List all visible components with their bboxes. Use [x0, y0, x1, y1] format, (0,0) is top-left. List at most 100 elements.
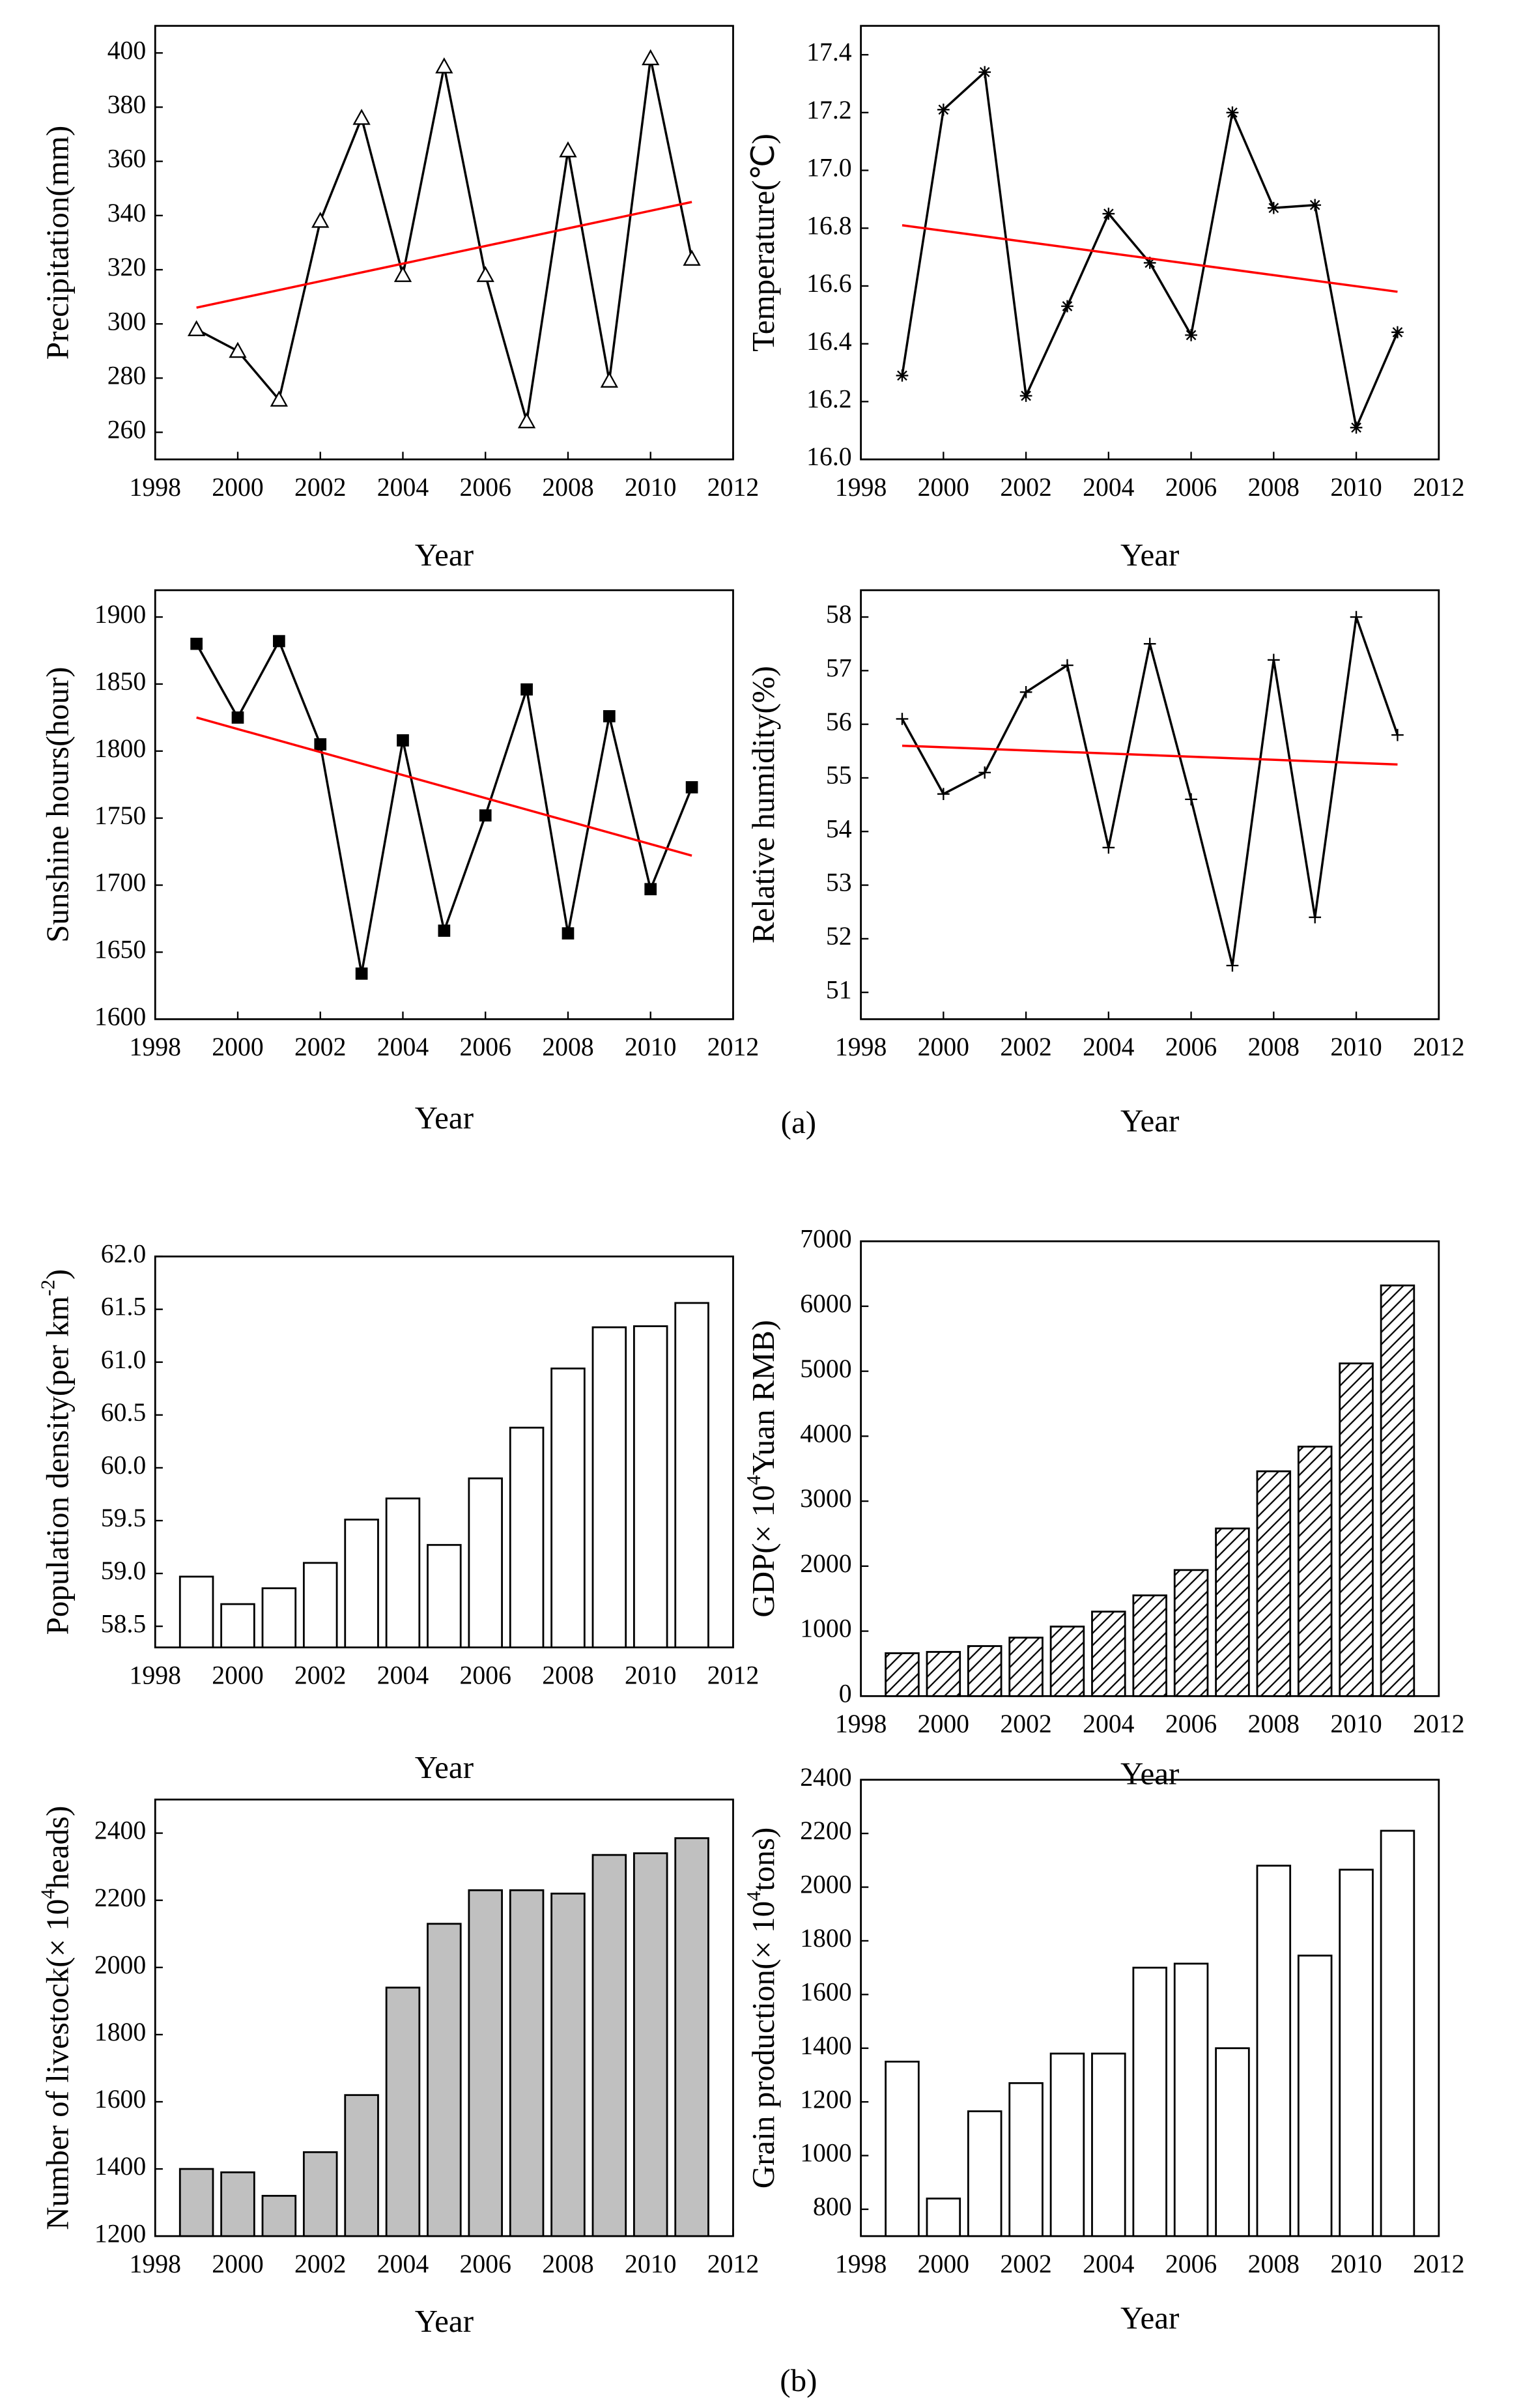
- y-tick-label: 380: [107, 91, 147, 119]
- marker: [273, 635, 285, 648]
- bar: [385, 1497, 421, 1648]
- y-axis-label-part: ): [40, 1269, 76, 1280]
- data-line: [901, 616, 1399, 966]
- y-axis-label: Precipitation(mm): [40, 126, 76, 360]
- y-tick-label: 1900: [94, 600, 146, 629]
- y-tick-label: 17.2: [806, 96, 851, 124]
- x-tick-label: 2002: [294, 473, 346, 502]
- bar: [1049, 1626, 1085, 1697]
- x-tick-label: 2006: [1165, 1710, 1217, 1738]
- marker: [1185, 793, 1197, 806]
- y-tick-label: 58.5: [101, 1609, 146, 1638]
- bar: [1173, 1569, 1209, 1697]
- bar: [1339, 1362, 1374, 1697]
- marker: [270, 390, 289, 407]
- marker: [1350, 421, 1363, 434]
- y-tick-label: 1600: [94, 2085, 146, 2114]
- marker: [1143, 637, 1156, 650]
- bar: [178, 2168, 214, 2237]
- bar: [885, 2060, 920, 2237]
- y-axis-label-part: Temperature(℃): [745, 134, 781, 352]
- marker: [517, 412, 536, 429]
- bar: [1173, 1962, 1209, 2237]
- marker: [1019, 685, 1032, 698]
- x-tick-label: 2006: [460, 2250, 511, 2278]
- bar: [468, 1477, 503, 1648]
- x-tick-label: 2010: [625, 1033, 676, 1061]
- x-tick-label: 2000: [918, 1710, 969, 1738]
- x-tick-label: 2010: [625, 2250, 676, 2278]
- x-tick-label: 2006: [1165, 2250, 1217, 2278]
- x-axis-label: Year: [415, 537, 474, 573]
- x-tick-label: 2000: [212, 1033, 263, 1061]
- x-tick-label: 2000: [918, 1033, 969, 1061]
- x-tick-label: 2008: [1248, 1033, 1300, 1061]
- y-tick-label: 1700: [94, 868, 146, 897]
- y-tick-label: 2200: [800, 1816, 851, 1845]
- bar: [550, 1893, 586, 2237]
- bar: [550, 1368, 586, 1648]
- marker: [229, 341, 247, 358]
- y-axis-label-part: heads): [40, 1805, 76, 1889]
- x-axis-label: Year: [1120, 1103, 1179, 1139]
- bar: [220, 2171, 255, 2237]
- y-tick-label: 2200: [94, 1884, 146, 1912]
- y-tick-label: 1400: [94, 2152, 146, 2181]
- marker: [1309, 199, 1322, 212]
- data-line: [901, 70, 1399, 432]
- y-tick-label: 340: [107, 199, 147, 227]
- bar: [1297, 1955, 1333, 2237]
- x-tick-label: 2012: [707, 2250, 759, 2278]
- bar: [509, 1889, 545, 2237]
- x-tick-label: 2004: [377, 473, 429, 502]
- marker: [937, 104, 950, 116]
- y-axis-label: Number of livestock(× 104heads): [36, 1805, 75, 2229]
- marker: [311, 212, 330, 228]
- y-tick-label: 62.0: [101, 1240, 146, 1268]
- y-tick-label: 17.4: [806, 38, 852, 66]
- marker: [1267, 201, 1280, 214]
- marker: [1102, 841, 1115, 854]
- marker: [355, 968, 368, 980]
- bar: [1008, 2082, 1044, 2237]
- y-tick-label: 320: [107, 253, 147, 281]
- marker: [314, 738, 327, 751]
- x-tick-label: 2012: [1413, 1710, 1464, 1738]
- plot-frame: [154, 25, 734, 461]
- trend-line: [196, 201, 692, 309]
- y-tick-label: 260: [107, 416, 147, 444]
- marker: [1061, 300, 1073, 313]
- y-tick-label: 16.2: [806, 384, 851, 413]
- marker: [1061, 659, 1073, 672]
- bar: [674, 1302, 709, 1648]
- x-axis-label: Year: [415, 2303, 474, 2339]
- x-tick-label: 2002: [1000, 2250, 1051, 2278]
- bar: [1091, 2052, 1126, 2237]
- bar: [1256, 1470, 1292, 1697]
- marker: [1267, 653, 1280, 666]
- x-tick-label: 2008: [1248, 473, 1300, 502]
- marker: [978, 66, 991, 79]
- y-axis-label-part: Yuan RMB): [745, 1320, 781, 1475]
- y-axis-label-part: 4: [36, 1889, 59, 1899]
- bar: [926, 2198, 961, 2237]
- y-tick-label: 400: [107, 36, 147, 64]
- y-tick-label: 60.5: [101, 1398, 146, 1427]
- y-axis-label: Temperature(℃): [745, 134, 781, 352]
- y-tick-label: 360: [107, 145, 147, 173]
- x-tick-label: 2002: [1000, 1710, 1051, 1738]
- y-tick-label: 1600: [94, 1002, 146, 1031]
- y-tick-label: 6000: [800, 1289, 851, 1318]
- trend-line: [902, 224, 1398, 293]
- marker: [683, 250, 701, 266]
- trend-line: [902, 744, 1398, 766]
- x-tick-label: 2000: [918, 473, 969, 502]
- y-axis-label: Relative humidity(%): [745, 666, 781, 943]
- x-tick-label: 2012: [1413, 1033, 1464, 1061]
- marker: [1226, 106, 1239, 119]
- y-tick-label: 61.0: [101, 1345, 146, 1374]
- marker: [435, 57, 453, 74]
- bar: [1380, 1829, 1415, 2237]
- x-axis-label: Year: [415, 1749, 474, 1785]
